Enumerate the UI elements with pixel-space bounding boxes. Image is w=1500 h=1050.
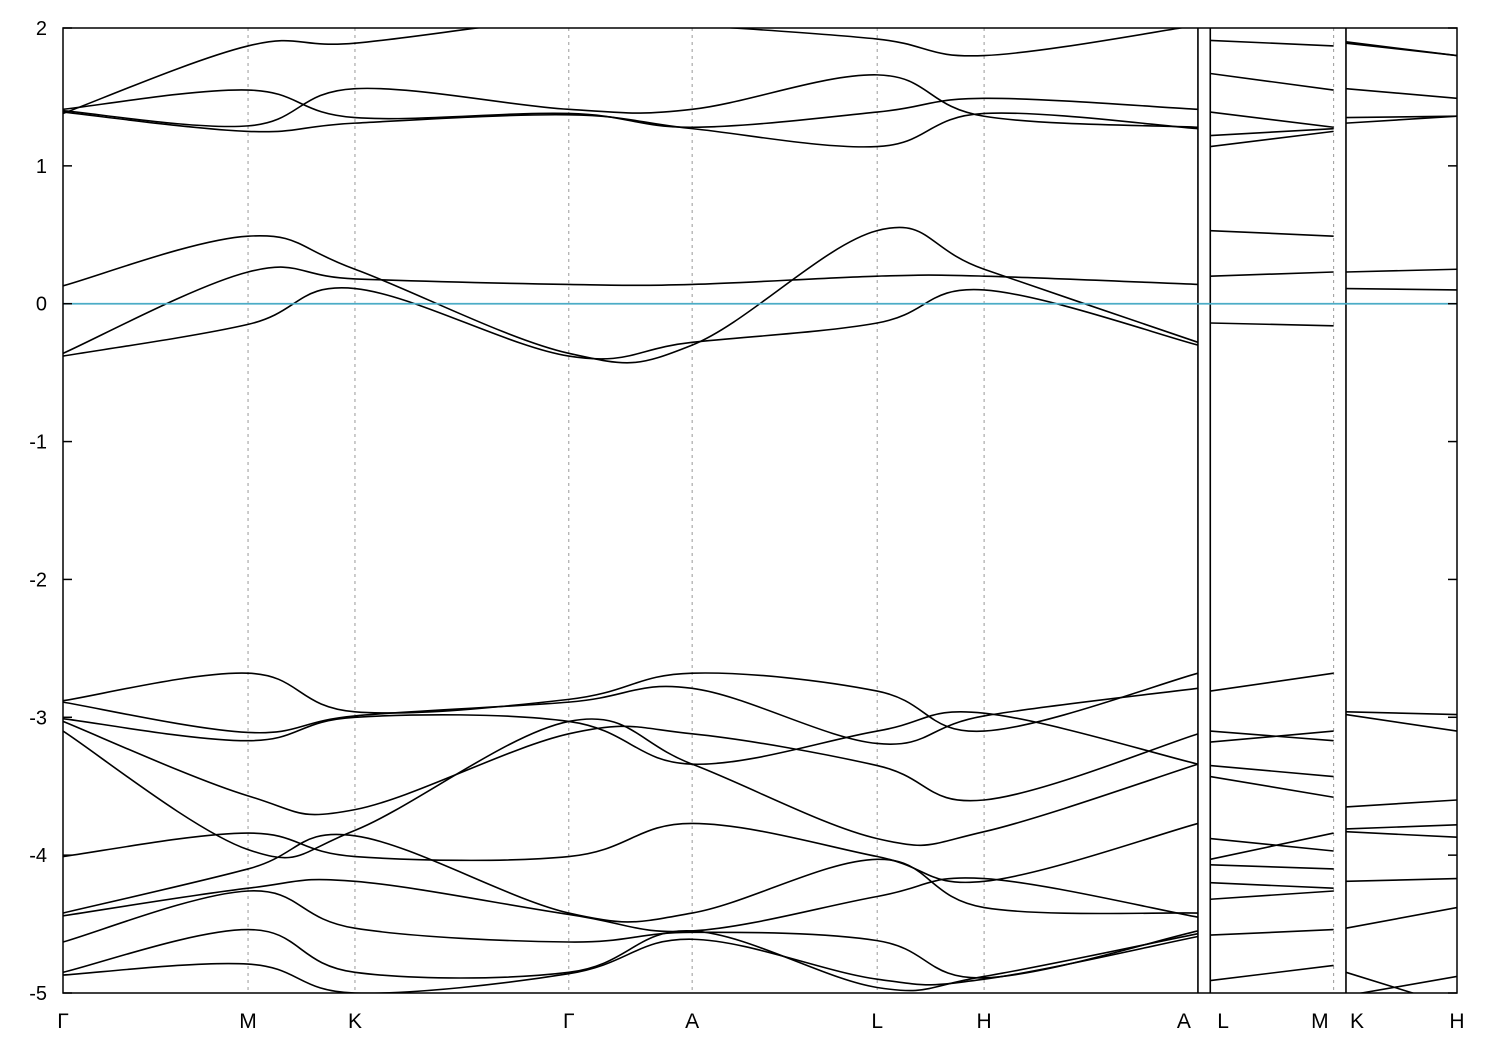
x-tick-label: K (348, 1010, 362, 1033)
x-tick-label: M (239, 1010, 257, 1033)
band-line (1345, 799, 1457, 808)
band-line (1345, 877, 1457, 883)
band-line (1345, 710, 1457, 716)
band-line (63, 672, 1199, 733)
x-tick-label: H (977, 1010, 992, 1033)
band-line (63, 935, 1199, 993)
band-line (1210, 730, 1334, 743)
x-tick-label: Γ (57, 1010, 69, 1033)
plot-frame (62, 27, 1458, 994)
y-tick-label: -2 (29, 569, 47, 591)
band-line (1210, 832, 1334, 861)
band-lines (63, 28, 1457, 993)
band-line (1345, 87, 1457, 100)
x-tick-label: L (1217, 1010, 1229, 1033)
band-line (63, 822, 1199, 884)
band-line (1345, 830, 1457, 839)
band-line (1345, 115, 1457, 124)
band-line (63, 718, 1199, 859)
band-line (1210, 229, 1334, 237)
x-tick-label: A (685, 1010, 699, 1033)
band-line (1210, 127, 1334, 137)
x-tick-label: K (1350, 1010, 1364, 1033)
band-line (1210, 39, 1334, 47)
band-line (63, 877, 1199, 933)
band-line (63, 74, 1198, 129)
band-line (1210, 881, 1334, 890)
band-line (63, 89, 1198, 129)
band-line (63, 28, 1186, 115)
y-tick-label: -3 (29, 707, 47, 729)
y-tick-label: 1 (36, 156, 47, 178)
band-line (63, 266, 1198, 355)
y-tick-label: -4 (29, 845, 47, 867)
band-line (1345, 287, 1457, 291)
band-line (1210, 928, 1334, 936)
x-tick-label: H (1449, 1010, 1464, 1033)
band-line (1210, 764, 1334, 778)
band-line (63, 710, 1199, 765)
y-tick-label: 2 (36, 18, 47, 40)
band-line (1210, 964, 1334, 982)
band-line (1210, 863, 1334, 870)
y-tick-label: -1 (29, 432, 47, 454)
band-line (1345, 40, 1457, 57)
band-line (1210, 130, 1334, 148)
band-line (63, 928, 1199, 992)
band-line (1345, 713, 1457, 732)
band-line (63, 111, 1198, 148)
y-axis-ticks: -5 -4 -3 -2 -1 0 1 2 (29, 18, 1457, 1005)
band-line (1210, 271, 1334, 277)
kpoint-grid-lines (247, 28, 1347, 993)
band-line (1345, 268, 1457, 273)
band-line (1345, 115, 1457, 119)
y-tick-label: -5 (29, 983, 47, 1005)
band-line (63, 287, 1199, 360)
band-line (63, 833, 1198, 923)
band-line (1210, 837, 1334, 852)
band-line (1210, 890, 1334, 901)
band-line (1210, 775, 1334, 799)
x-tick-label: L (871, 1010, 883, 1033)
band-line (1345, 824, 1457, 830)
band-line (63, 890, 1199, 979)
band-line (1210, 111, 1334, 129)
band-line (1345, 906, 1457, 929)
band-line (63, 685, 1199, 745)
x-tick-label: A (1177, 1010, 1191, 1033)
band-line (1210, 72, 1334, 91)
band-line (1210, 672, 1334, 692)
x-tick-label: Γ (563, 1010, 575, 1033)
x-tick-label: M (1311, 1010, 1329, 1033)
band-line (63, 720, 1199, 816)
band-line (1210, 322, 1334, 327)
band-line (1345, 971, 1416, 993)
band-line (63, 226, 1199, 364)
y-tick-label: 0 (36, 294, 47, 316)
